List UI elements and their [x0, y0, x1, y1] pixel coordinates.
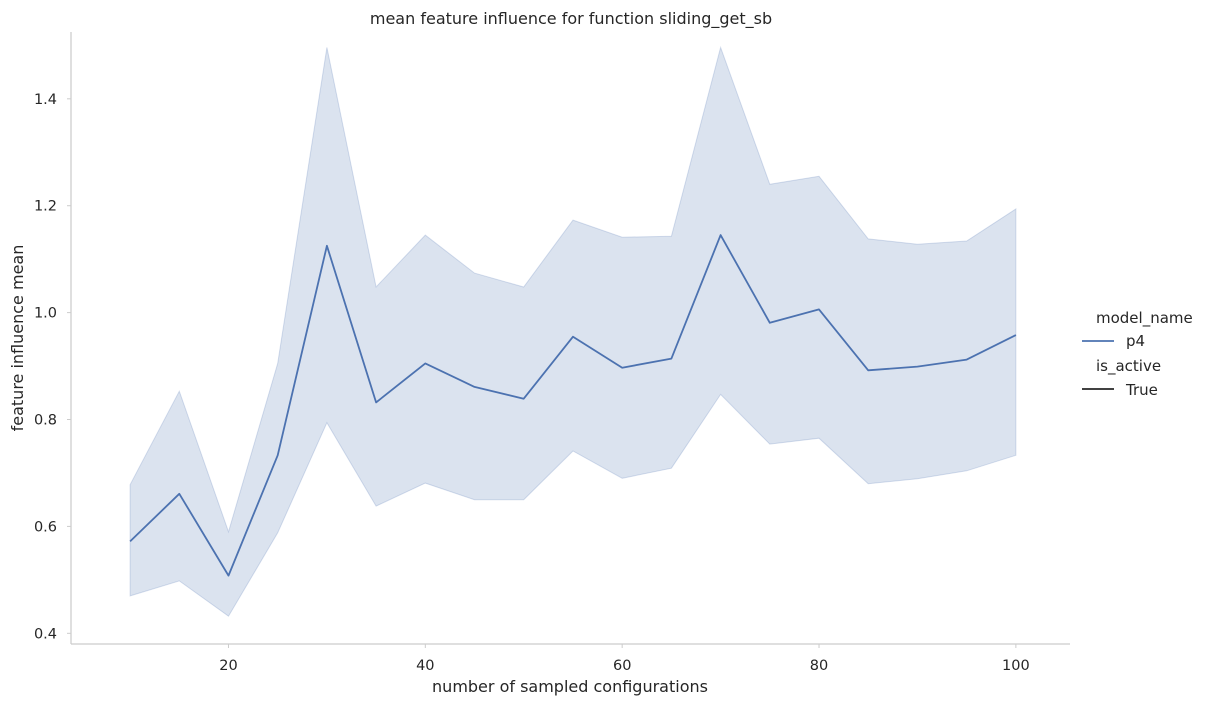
- data-point-30: [325, 244, 329, 248]
- data-point-95: [965, 358, 969, 362]
- y-axis-title: feature influence mean: [8, 245, 27, 432]
- legend-hue-title: model_name: [1096, 309, 1193, 328]
- data-point-50: [522, 397, 526, 401]
- data-point-20: [227, 574, 231, 578]
- data-point-65: [669, 357, 673, 361]
- data-point-100: [1014, 333, 1018, 337]
- x-tick-label-40: 40: [416, 658, 434, 674]
- legend-entry-p4: p4: [1126, 332, 1145, 350]
- data-point-45: [473, 385, 477, 389]
- data-point-60: [620, 366, 624, 370]
- legend-style-title: is_active: [1096, 357, 1161, 376]
- plot-area: [128, 45, 1018, 617]
- x-tick-label-60: 60: [613, 658, 631, 674]
- data-point-40: [423, 361, 427, 365]
- data-point-15: [177, 492, 181, 496]
- y-tick-label-1.2: 1.2: [34, 199, 57, 215]
- data-point-70: [719, 233, 723, 237]
- confidence-band: [129, 45, 1017, 617]
- series-line-p4: [129, 234, 1017, 577]
- y-tick-label-0.4: 0.4: [34, 626, 57, 642]
- data-point-75: [768, 321, 772, 325]
- x-tick-label-100: 100: [1002, 658, 1030, 674]
- y-axis-ticks: 0.4 0.6 0.8 1.0 1.2 1.4: [34, 92, 71, 642]
- data-point-80: [817, 307, 821, 311]
- data-point-35: [374, 400, 378, 404]
- legend: model_name p4 is_active True: [1082, 309, 1193, 399]
- x-tick-label-20: 20: [219, 658, 237, 674]
- data-point-55: [571, 335, 575, 339]
- data-point-85: [866, 368, 870, 372]
- y-tick-label-1.4: 1.4: [34, 92, 57, 108]
- data-point-10: [128, 539, 132, 543]
- x-tick-label-80: 80: [810, 658, 828, 674]
- y-tick-label-1.0: 1.0: [34, 306, 57, 322]
- x-axis-title: number of sampled configurations: [432, 677, 708, 696]
- x-axis-ticks: 20 40 60 80 100: [219, 644, 1030, 674]
- data-point-90: [915, 365, 919, 369]
- data-point-25: [276, 453, 280, 457]
- chart-title: mean feature influence for function slid…: [370, 9, 772, 29]
- y-tick-label-0.8: 0.8: [34, 413, 57, 429]
- legend-entry-true: True: [1125, 381, 1158, 399]
- y-tick-label-0.6: 0.6: [34, 519, 57, 535]
